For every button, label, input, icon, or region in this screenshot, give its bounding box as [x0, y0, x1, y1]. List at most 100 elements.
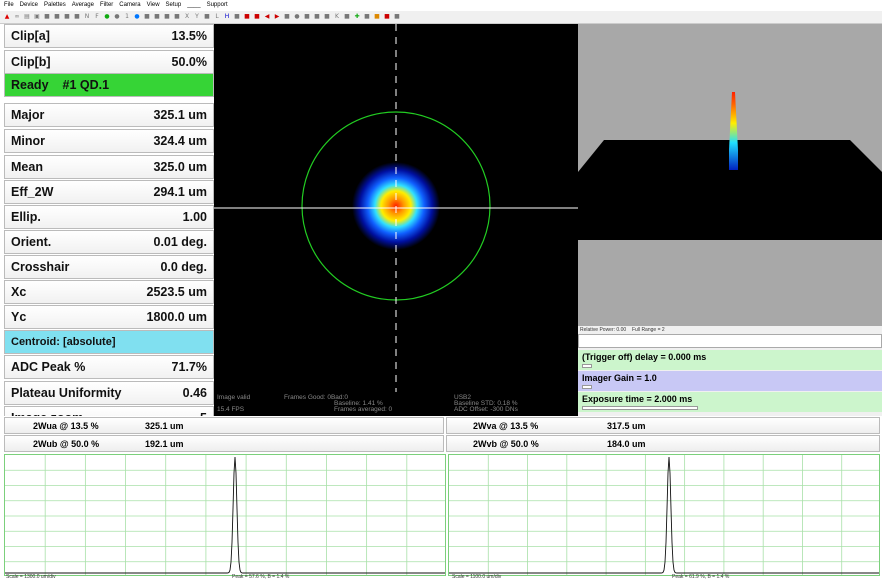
measurement-value: 325.1 um [145, 421, 184, 431]
result-row-centroid-absolute[interactable]: Centroid: [absolute] [4, 330, 214, 354]
flag-icon[interactable]: ■ [384, 13, 390, 20]
save-icon[interactable]: ▣ [34, 13, 40, 20]
one-icon[interactable]: 1 [125, 13, 129, 20]
blue-circle-icon[interactable]: ● [134, 13, 140, 20]
result-label: Major [11, 108, 45, 122]
y-icon[interactable]: Y [195, 13, 199, 20]
result-row-ready[interactable]: Ready #1 QD.1 [4, 73, 214, 97]
frames-averaged-text: Frames averaged: 0 [334, 406, 393, 413]
h-icon[interactable]: H [224, 13, 230, 20]
beam-image-view[interactable]: Image valid 15.4 FPS Frames Good: 0Bad:0… [214, 24, 578, 416]
trigger-delay-slider[interactable] [582, 364, 592, 368]
menu-item-filter[interactable]: Filter [99, 2, 114, 8]
bw-icon[interactable]: ■ [344, 13, 350, 20]
print2-icon[interactable]: ■ [314, 13, 320, 20]
result-value: #1 QD.1 [62, 78, 110, 92]
camera-controls: Relative Power: 0.00 Full Range = 2 (Tri… [578, 326, 882, 416]
k-icon[interactable]: K [335, 13, 339, 20]
measurement-label: 2Wub @ 50.0 % [33, 439, 100, 449]
result-label: Ready [11, 78, 49, 92]
ii-icon[interactable]: ■ [204, 13, 210, 20]
result-row-adc-peak: ADC Peak % 71.7% [4, 355, 214, 379]
arrow-up-icon[interactable]: ▲ [4, 13, 10, 20]
v-profile-plot[interactable] [448, 454, 880, 576]
trigger-delay-label: (Trigger off) delay = 0.000 ms [582, 352, 707, 362]
result-label: Centroid: [absolute] [11, 336, 116, 348]
3d-base-plane [578, 140, 882, 240]
xg-icon[interactable]: ■ [54, 13, 60, 20]
imager-gain-label: Imager Gain = 1.0 [582, 373, 657, 383]
exposure-slider[interactable] [582, 406, 698, 410]
3d-profile-view[interactable]: Relative Power: 0.00 [578, 24, 882, 326]
circle-icon[interactable]: ● [114, 13, 120, 20]
result-label: Ellip. [11, 210, 41, 224]
profile-panel: 2Wua @ 13.5 % 325.1 um 2Wub @ 50.0 % 192… [0, 416, 882, 582]
relative-power-label: Relative Power: 0.00 [580, 327, 627, 333]
n-icon[interactable]: N [84, 13, 90, 20]
result-row-plateau-uniformity: Plateau Uniformity 0.46 [4, 381, 214, 405]
print3-icon[interactable]: ■ [324, 13, 330, 20]
color-icon[interactable]: ■ [244, 13, 250, 20]
menu-item-setup[interactable]: Setup [165, 2, 182, 8]
f-icon[interactable]: F [95, 13, 99, 20]
menu-item-camera[interactable]: Camera [119, 2, 141, 8]
v-scale-caption: Scale = 1100.0 um/div [452, 574, 502, 580]
result-label: Mean [11, 160, 43, 174]
palette-icon[interactable]: ■ [284, 13, 290, 20]
grid2-icon[interactable]: ■ [254, 13, 260, 20]
grid-icon[interactable]: ■ [164, 13, 170, 20]
x-icon[interactable]: X [184, 13, 190, 20]
green-circle-icon[interactable]: ● [104, 13, 110, 20]
box-icon[interactable]: ■ [174, 13, 180, 20]
u-profile-svg [5, 455, 445, 575]
chart-icon[interactable]: ■ [394, 13, 400, 20]
menu-item-[interactable]: ____ [187, 2, 201, 8]
result-value: 1800.0 um [146, 310, 207, 324]
adc-offset-text: ADC Offset: -300 DNs [454, 406, 518, 413]
menu-item-device[interactable]: Device [19, 2, 39, 8]
relative-power-bar[interactable] [578, 334, 882, 348]
result-value: 13.5% [171, 29, 207, 43]
trigger-delay-control[interactable]: (Trigger off) delay = 0.000 ms [578, 350, 882, 370]
beam-image [214, 24, 578, 392]
menu-item-average[interactable]: Average [71, 2, 94, 8]
exposure-label: Exposure time = 2.000 ms [582, 394, 693, 404]
result-value: 50.0% [171, 55, 207, 69]
result-value: 0.01 deg. [153, 235, 208, 249]
left-arrow-icon[interactable]: ◀ [264, 13, 270, 20]
exposure-control[interactable]: Exposure time = 2.000 ms [578, 392, 882, 412]
result-row-clip-b: Clip[b] 50.0% [4, 50, 214, 74]
camera-icon[interactable]: ■ [144, 13, 150, 20]
result-row-yc: Yc 1800.0 um [4, 305, 214, 329]
gray-circle-icon[interactable]: ● [294, 13, 300, 20]
xs-icon[interactable]: ■ [44, 13, 50, 20]
bar-icon[interactable]: ■ [234, 13, 240, 20]
xu-icon[interactable]: ■ [74, 13, 80, 20]
print-icon[interactable]: ■ [154, 13, 160, 20]
xp-icon[interactable]: ■ [64, 13, 70, 20]
measurement-value: 192.1 um [145, 439, 184, 449]
menu-item-palettes[interactable]: Palettes [44, 2, 66, 8]
imager-gain-control[interactable]: Imager Gain = 1.0 [578, 371, 882, 391]
power-icon[interactable]: ■ [374, 13, 380, 20]
link-icon[interactable]: ∞ [14, 13, 20, 20]
fps-text: 15.4 FPS [217, 406, 245, 413]
open-icon[interactable]: ▤ [24, 13, 30, 20]
person-icon[interactable]: ■ [364, 13, 370, 20]
u-profile-plot[interactable] [4, 454, 446, 576]
measurement-row-2wva: 2Wva @ 13.5 % 317.5 um [446, 417, 880, 434]
result-row-eff-2w: Eff_2W 294.1 um [4, 180, 214, 204]
result-row-orient: Orient. 0.01 deg. [4, 230, 214, 254]
imager-gain-slider[interactable] [582, 385, 592, 389]
menu-item-view[interactable]: View [146, 2, 160, 8]
result-value: 325.1 um [153, 108, 207, 122]
measurement-label: 2Wva @ 13.5 % [473, 421, 539, 431]
result-label: Eff_2W [11, 185, 54, 199]
result-label: Minor [11, 134, 46, 148]
menu-item-file[interactable]: File [4, 2, 14, 8]
menu-item-support[interactable]: Support [206, 2, 228, 8]
right-arrow-icon[interactable]: ▶ [274, 13, 280, 20]
window-icon[interactable]: ■ [304, 13, 310, 20]
l-icon[interactable]: L [215, 13, 219, 20]
plus-icon[interactable]: ✚ [354, 13, 360, 20]
